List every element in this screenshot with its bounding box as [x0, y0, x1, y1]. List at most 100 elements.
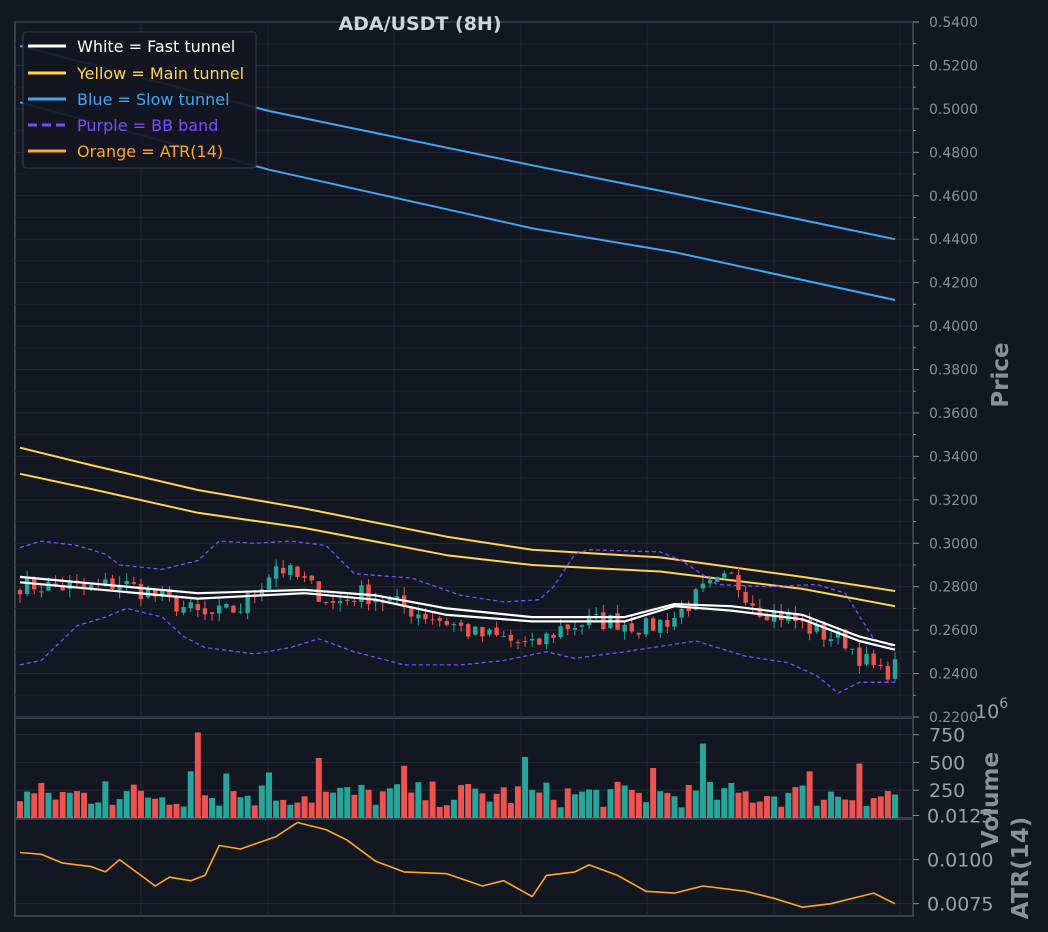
candle-body — [480, 626, 485, 637]
volume-bar — [614, 781, 621, 818]
candle-body — [529, 638, 535, 641]
candle-body — [864, 653, 869, 665]
candle-body — [266, 577, 272, 590]
candle-body — [764, 616, 770, 621]
volume-bar — [870, 798, 877, 818]
candle-body — [679, 608, 684, 618]
candle-body — [110, 578, 115, 590]
volume-bar — [81, 792, 88, 818]
volume-bar — [628, 789, 635, 818]
volume-bar — [728, 782, 735, 818]
candle-body — [39, 591, 44, 593]
candle-body — [722, 573, 727, 578]
volume-bar — [379, 791, 386, 818]
volume-bar — [52, 799, 59, 818]
volume-bar — [536, 792, 543, 818]
candle-body — [345, 599, 350, 601]
volume-bar — [17, 801, 23, 818]
volume-bar — [230, 791, 237, 818]
candle-body — [209, 612, 215, 614]
volume-bar — [550, 799, 557, 818]
candle-body — [551, 634, 556, 638]
volume-bar — [294, 802, 301, 818]
legend-item-fast: White = Fast tunnel — [28, 37, 235, 56]
volume-bar — [820, 799, 827, 818]
volume-bar — [756, 801, 763, 818]
candle-body — [643, 618, 649, 635]
volume-bar — [842, 799, 849, 818]
volume-bar — [721, 788, 728, 818]
volume-bar — [322, 791, 329, 818]
price-tick-label: 0.4800 — [929, 145, 978, 161]
candle-body — [124, 580, 129, 585]
price-tick-label: 0.5200 — [929, 58, 978, 74]
candle-body — [238, 611, 243, 613]
candle-body — [231, 605, 236, 613]
volume-bar — [166, 804, 173, 818]
volume-bar — [593, 789, 600, 818]
candle-body — [430, 619, 435, 621]
candle-body — [152, 589, 158, 597]
volume-bar — [88, 803, 95, 818]
volume-tick-label: 500 — [929, 752, 965, 774]
legend-label-slow: Blue = Slow tunnel — [77, 90, 230, 109]
candle-body — [437, 618, 442, 621]
chart-title: ADA/USDT (8H) — [338, 13, 501, 35]
candle-body — [736, 575, 741, 590]
candle-body — [793, 613, 798, 622]
volume-bar — [280, 799, 287, 818]
candle-body — [515, 642, 521, 644]
candle-body — [60, 585, 65, 591]
volume-bar — [415, 782, 422, 818]
volume-bar — [863, 806, 870, 818]
candle-body — [494, 627, 499, 636]
volume-bar — [749, 802, 756, 818]
candle-body — [160, 590, 165, 597]
price-tick-label: 0.2800 — [929, 580, 978, 596]
volume-bar — [102, 781, 109, 818]
bb-band-upper — [19, 540, 896, 649]
atr-axis-label: ATR(14) — [1008, 817, 1034, 919]
volume-bar — [394, 784, 401, 818]
volume-bar — [173, 803, 180, 818]
volume-bar — [806, 771, 813, 818]
volume-bar — [123, 791, 130, 818]
volume-bar — [372, 804, 379, 818]
candle-body — [245, 593, 250, 614]
volume-bar — [116, 799, 123, 818]
candle-body — [835, 631, 841, 638]
price-tick-label: 0.3600 — [929, 406, 978, 422]
volume-bar — [813, 805, 820, 818]
bb-band — [19, 540, 896, 694]
volume-bar — [145, 797, 152, 818]
atr-panel-frame — [14, 818, 914, 917]
candle-body — [800, 620, 805, 622]
volume-bar — [472, 788, 479, 818]
fast-tunnel — [19, 575, 896, 651]
candle-body — [693, 589, 699, 610]
volume-bar — [664, 792, 671, 818]
candle-body — [281, 567, 286, 574]
volume-bar — [692, 790, 699, 818]
candle-body — [565, 624, 570, 630]
candle-body — [842, 629, 848, 649]
candle-body — [707, 580, 713, 584]
candle-body — [487, 629, 492, 635]
candle-body — [658, 619, 663, 633]
volume-bar — [735, 792, 742, 818]
candle-body — [195, 604, 201, 611]
candle-body — [458, 622, 464, 626]
volume-bar — [201, 795, 208, 818]
volume-bar — [778, 806, 785, 818]
candle-body — [743, 591, 748, 603]
candle-body — [629, 623, 634, 632]
volume-bar — [251, 805, 258, 818]
volume-bar — [600, 806, 607, 818]
volume-bar — [95, 802, 102, 818]
candle-body — [273, 566, 279, 579]
volume-bar — [742, 791, 749, 818]
volume-bar — [856, 763, 863, 818]
volume-bar — [650, 768, 657, 818]
candle-body — [81, 584, 87, 588]
volume-bar — [458, 785, 465, 818]
